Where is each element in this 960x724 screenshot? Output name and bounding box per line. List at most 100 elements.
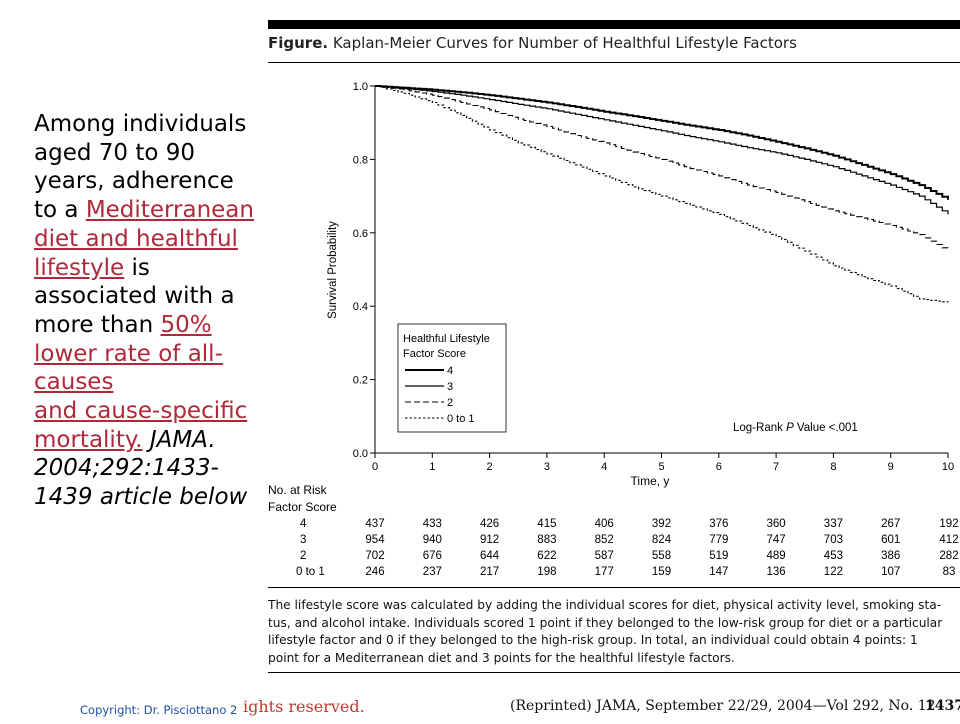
logrank-p: P (786, 422, 794, 434)
summary-intro: Among individuals aged 70 to 90 years, a… (34, 111, 247, 224)
legend-label: 0 to 1 (447, 413, 475, 425)
figure-title-text: Kaplan-Meier Curves for Number of Health… (332, 34, 797, 52)
risk-cell: 376 (709, 518, 728, 530)
survival-curve-3 (375, 85, 949, 215)
risk-cell: 622 (537, 550, 556, 562)
survival-curve-4 (375, 85, 949, 200)
risk-cell: 747 (767, 534, 786, 546)
risk-cell: 83 (943, 566, 956, 578)
figure-top-bar (268, 20, 960, 29)
journal-reference: (Reprinted) JAMA, September 22/29, 2004—… (510, 698, 936, 714)
risk-heading-2: Factor Score (268, 500, 337, 514)
risk-cell: 703 (824, 534, 843, 546)
risk-cell: 912 (480, 534, 499, 546)
risk-cell: 406 (595, 518, 614, 530)
caption-line: point for a Mediterranean diet and 3 poi… (268, 650, 735, 665)
figure-title-rule (268, 62, 960, 63)
logrank-prefix: Log-Rank (733, 422, 786, 434)
figure-caption: The lifestyle score was calculated by ad… (268, 597, 960, 667)
x-tick-label: 7 (773, 461, 779, 473)
caption-top-rule (268, 587, 960, 588)
risk-heading-1: No. at Risk (268, 483, 328, 497)
risk-cell: 453 (824, 550, 843, 562)
x-tick-label: 3 (544, 461, 550, 473)
summary-middle: is associated with a more than (34, 254, 235, 338)
risk-cell: 415 (537, 518, 556, 530)
x-tick-label: 9 (888, 461, 894, 473)
mediterranean-link[interactable]: Mediterranean diet and healthful lifesty… (34, 197, 254, 281)
legend-label: 4 (447, 365, 453, 377)
risk-cell: 246 (365, 566, 384, 578)
x-tick-label: 4 (601, 461, 607, 473)
risk-cell: 954 (365, 534, 385, 546)
risk-cell: 192 (939, 518, 958, 530)
risk-cell: 136 (767, 566, 786, 578)
risk-cell: 558 (652, 550, 671, 562)
risk-cell: 386 (881, 550, 900, 562)
rights-text: ights reserved. (243, 697, 365, 716)
risk-cell: 177 (595, 566, 614, 578)
risk-cell: 267 (881, 518, 900, 530)
x-tick-label: 2 (487, 461, 493, 473)
y-tick-label: 0.0 (353, 448, 368, 460)
risk-cell: 360 (767, 518, 786, 530)
y-tick-label: 0.2 (353, 375, 368, 387)
risk-cell: 426 (480, 518, 499, 530)
risk-cell: 779 (709, 534, 728, 546)
legend-box (397, 323, 507, 433)
risk-cell: 702 (365, 550, 384, 562)
risk-cell: 587 (595, 550, 614, 562)
caption-line: The lifestyle score was calculated by ad… (268, 598, 942, 612)
risk-cell: 159 (652, 566, 671, 578)
risk-cell: 337 (824, 518, 843, 530)
risk-cell: 122 (824, 566, 843, 578)
risk-cell: 392 (652, 518, 671, 530)
legend-title-1: Healthful Lifestyle (403, 333, 490, 345)
x-tick-label: 5 (658, 461, 664, 473)
x-tick-label: 8 (830, 461, 836, 473)
kaplan-meier-chart: 0 1 2 3 4 5 6 7 8 9 10 0.0 0.2 0.4 0.6 0.8 1.0 Healthful… (268, 81, 959, 578)
caption-bottom-rule (268, 672, 960, 673)
page-number: 1437 (925, 698, 960, 714)
risk-cell: 437 (365, 518, 384, 530)
summary-text: Among individuals aged 70 to 90 years, a… (34, 110, 259, 512)
survival-curve-2 (375, 85, 949, 252)
risk-cell: 282 (939, 550, 958, 562)
risk-row-label: 3 (300, 534, 306, 546)
risk-table: 4 437 433 426 415 406 392 376 360 337 267 192 3 954 94… (296, 518, 959, 578)
risk-cell: 883 (537, 534, 556, 546)
x-axis-label: Time, y (631, 474, 670, 488)
lower-rate-link[interactable]: 50% lower rate of all-causes (34, 311, 223, 396)
survival-curves (375, 85, 949, 303)
y-tick-label: 0.6 (353, 228, 368, 240)
risk-cell: 237 (423, 566, 442, 578)
logrank-suffix: Value <.001 (794, 422, 858, 434)
figure-label: Figure. (268, 34, 329, 52)
y-tick-label: 0.4 (353, 301, 368, 313)
risk-cell: 147 (709, 566, 728, 578)
legend-label: 2 (447, 397, 453, 409)
risk-cell: 217 (480, 566, 499, 578)
risk-cell: 601 (881, 534, 900, 546)
legend-title-2: Factor Score (403, 348, 466, 360)
risk-cell: 489 (767, 550, 786, 562)
logrank-annotation: Log-Rank P Value <.001 (733, 422, 858, 434)
x-tick-label: 6 (716, 461, 722, 473)
legend-label: 3 (447, 381, 453, 393)
risk-cell: 412 (939, 534, 958, 546)
risk-cell: 824 (652, 534, 672, 546)
caption-line: tus, and alcohol intake. Individuals sco… (268, 615, 943, 630)
risk-cell: 940 (423, 534, 442, 546)
x-tick-label: 1 (429, 461, 435, 473)
risk-cell: 433 (423, 518, 442, 530)
x-tick-label: 10 (942, 461, 954, 473)
copyright-text: Copyright: Dr. Pisciottano 2 (80, 703, 238, 717)
chart-axes: 0 1 2 3 4 5 6 7 8 9 10 0.0 0.2 0.4 0.6 0.8 1.0 (353, 81, 954, 473)
risk-row-label: 2 (300, 550, 306, 562)
citation: JAMA. 2004;292:1433-1439 article below (34, 426, 248, 511)
risk-cell: 644 (480, 550, 500, 562)
risk-cell: 198 (537, 566, 556, 578)
y-axis-label: Survival Probability (327, 221, 339, 319)
mortality-link[interactable]: and cause-specific mortality. (34, 398, 248, 453)
risk-cell: 852 (595, 534, 614, 546)
